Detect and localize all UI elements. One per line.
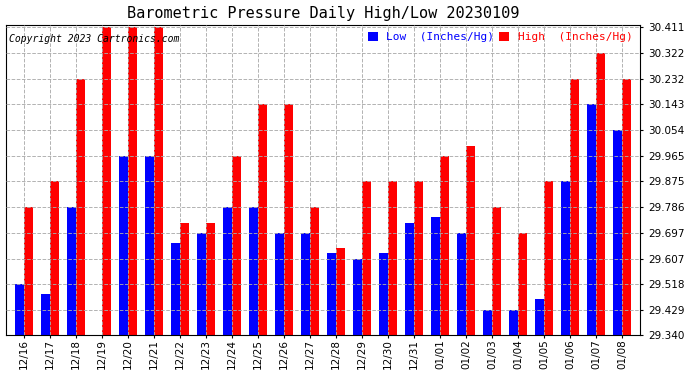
Bar: [518, 232, 527, 335]
Bar: [145, 156, 154, 335]
Bar: [170, 243, 180, 335]
Bar: [14, 284, 23, 335]
Title: Barometric Pressure Daily High/Low 20230109: Barometric Pressure Daily High/Low 20230…: [127, 6, 519, 21]
Bar: [353, 258, 362, 335]
Bar: [613, 130, 622, 335]
Bar: [622, 79, 631, 335]
Bar: [544, 182, 553, 335]
Bar: [258, 104, 267, 335]
Text: Copyright 2023 Cartronics.com: Copyright 2023 Cartronics.com: [9, 34, 179, 44]
Bar: [310, 207, 319, 335]
Bar: [327, 254, 336, 335]
Bar: [431, 217, 440, 335]
Bar: [405, 223, 414, 335]
Bar: [301, 232, 310, 335]
Bar: [483, 310, 492, 335]
Bar: [119, 156, 128, 335]
Bar: [67, 207, 76, 335]
Bar: [223, 207, 232, 335]
Bar: [388, 182, 397, 335]
Bar: [466, 146, 475, 335]
Legend: Low  (Inches/Hg), High  (Inches/Hg): Low (Inches/Hg), High (Inches/Hg): [365, 30, 635, 45]
Bar: [23, 207, 33, 335]
Bar: [206, 223, 215, 335]
Bar: [535, 299, 544, 335]
Bar: [275, 232, 284, 335]
Bar: [336, 248, 345, 335]
Bar: [596, 53, 605, 335]
Bar: [570, 79, 579, 335]
Bar: [561, 182, 570, 335]
Bar: [492, 207, 501, 335]
Bar: [180, 223, 189, 335]
Bar: [154, 27, 163, 335]
Bar: [41, 294, 50, 335]
Bar: [102, 27, 111, 335]
Bar: [457, 232, 466, 335]
Bar: [50, 182, 59, 335]
Bar: [379, 254, 388, 335]
Bar: [509, 310, 518, 335]
Bar: [76, 79, 85, 335]
Bar: [414, 182, 423, 335]
Bar: [232, 156, 241, 335]
Bar: [362, 182, 371, 335]
Bar: [92, 335, 102, 366]
Bar: [440, 156, 449, 335]
Bar: [249, 207, 258, 335]
Bar: [587, 104, 596, 335]
Bar: [128, 27, 137, 335]
Bar: [197, 232, 206, 335]
Bar: [284, 104, 293, 335]
